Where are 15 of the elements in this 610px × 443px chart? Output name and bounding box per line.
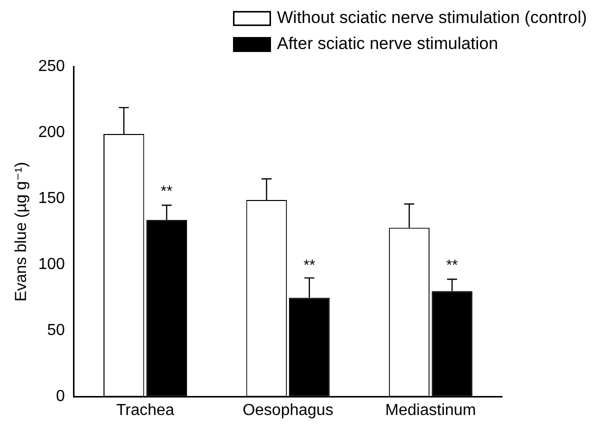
y-tick-label: 100 xyxy=(38,256,65,274)
legend-label: After sciatic nerve stimulation xyxy=(277,34,498,54)
annotation: ** xyxy=(160,183,173,200)
annotation: ** xyxy=(304,257,316,274)
annotation: ** xyxy=(446,257,458,274)
y-tick-label: 200 xyxy=(38,124,65,142)
x-tick-label: Mediastinum xyxy=(385,402,476,419)
legend-label: Without sciatic nerve stimulation (control) xyxy=(277,8,587,28)
y-tick-label: 250 xyxy=(38,58,65,76)
y-tick-label: 50 xyxy=(47,322,65,340)
x-tick-label: Trachea xyxy=(116,402,174,419)
y-tick-label: 150 xyxy=(38,190,65,208)
y-axis-title: Evans blue (µg g⁻¹) xyxy=(13,162,30,302)
x-tick-label: Oesophagus xyxy=(242,402,334,419)
y-tick-label: 0 xyxy=(56,388,65,406)
